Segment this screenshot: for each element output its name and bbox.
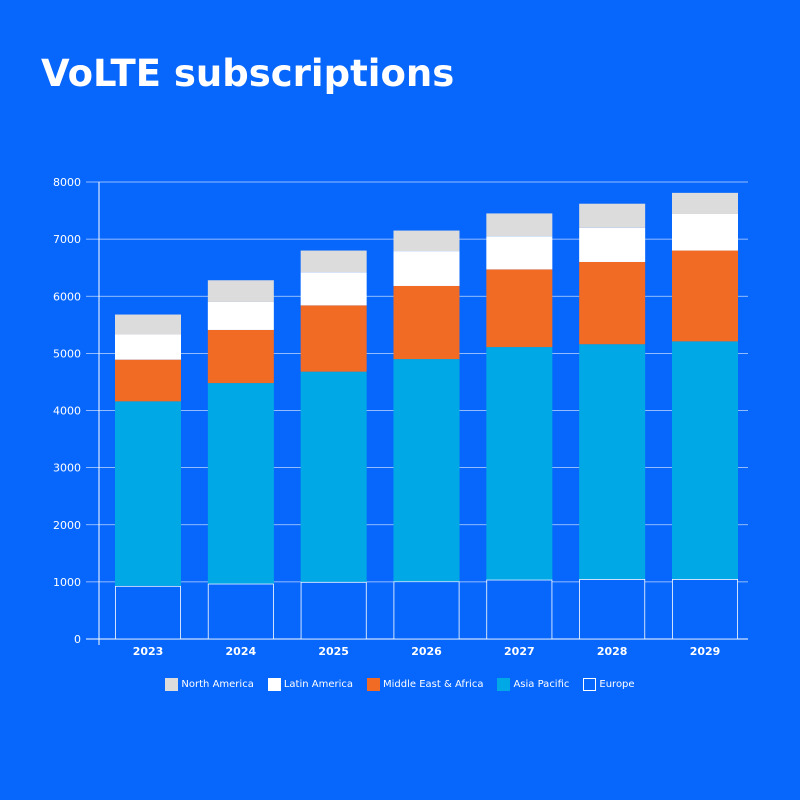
x-tick-label-2025: 2025 [318,645,349,658]
bar-europe-2027 [486,579,553,640]
bar-europe-2025 [300,581,367,640]
bar-asia-pacific-2026 [393,359,460,582]
bar-north-america-2026 [393,230,460,252]
bar-latin-america-2026 [393,251,460,286]
bar-middle-east-africa-2028 [579,261,646,345]
bar-north-america-2024 [207,280,274,302]
bar-asia-pacific-2023 [115,401,181,586]
bar-europe-2024 [207,583,274,640]
x-tick-labels: 2023 2024 2025 2026 2027 2028 2029 [133,645,721,658]
legend-item-latin-america: Latin America [267,678,353,691]
y-tick-label-3000: 3000 [53,462,81,475]
y-tick-label-8000: 8000 [53,176,81,189]
bar-north-america-2025 [300,250,367,273]
legend-label-north-america: North America [181,679,254,690]
bar-north-america-2023 [115,314,181,335]
legend-label-europe: Europe [599,679,635,690]
legend-item-north-america: North America [165,678,254,691]
bar-asia-pacific-2029 [672,341,738,580]
y-tick-label-5000: 5000 [53,347,81,360]
x-tick-label-2024: 2024 [226,645,257,658]
bar-latin-america-2025 [300,272,367,306]
bar-europe-2026 [393,581,460,640]
bar-north-america-2028 [579,203,646,228]
y-tick-label-6000: 6000 [53,290,81,303]
bar-latin-america-2028 [579,227,646,262]
bar-north-america-2027 [486,213,553,237]
bar-europe-2028 [579,579,646,640]
bar-latin-america-2023 [115,334,181,360]
legend-swatch-north-america [165,678,179,691]
legend-item-asia-pacific: Asia Pacific [497,678,569,691]
bar-middle-east-africa-2024 [207,329,274,384]
bar-latin-america-2024 [207,301,274,330]
y-tick-label-1000: 1000 [53,576,81,589]
chart-title: VoLTE subscriptions [41,52,455,95]
legend-item-middle-east-africa: Middle East & Africa [367,678,483,691]
bar-middle-east-africa-2029 [672,250,738,342]
bar-latin-america-2029 [672,213,738,251]
y-tick-label-0: 0 [74,633,81,646]
x-tick-label-2028: 2028 [597,645,628,658]
x-tick-label-2029: 2029 [690,645,721,658]
bar-north-america-2029 [672,192,738,214]
y-tick-label-4000: 4000 [53,405,81,418]
y-tick-label-2000: 2000 [53,519,81,532]
x-tick-label-2027: 2027 [504,645,535,658]
bar-middle-east-africa-2025 [300,305,367,372]
bar-middle-east-africa-2027 [486,269,553,348]
bar-europe-2023 [115,585,181,640]
bar-latin-america-2027 [486,236,553,270]
legend-label-asia-pacific: Asia Pacific [513,679,570,690]
legend-swatch-asia-pacific [497,678,511,691]
y-tick-labels: 0 1000 2000 3000 4000 5000 6000 7000 8000 [53,176,81,646]
legend-swatch-middle-east-africa [367,678,380,691]
bar-asia-pacific-2028 [579,344,646,580]
legend-item-europe: Europe [583,678,635,691]
bar-asia-pacific-2024 [207,383,274,584]
legend-label-middle-east-africa: Middle East & Africa [383,679,484,690]
legend-label-latin-america: Latin America [283,679,353,690]
bars [115,192,739,640]
bar-asia-pacific-2027 [486,347,553,580]
y-tick-label-7000: 7000 [53,233,81,246]
bar-asia-pacific-2025 [300,371,367,582]
legend-swatch-latin-america [267,678,281,691]
bar-middle-east-africa-2026 [393,285,460,360]
legend: North America Latin America Middle East & … [0,678,800,691]
bar-middle-east-africa-2023 [115,359,181,402]
x-tick-label-2026: 2026 [411,645,442,658]
legend-swatch-europe [583,678,597,691]
x-tick-label-2023: 2023 [133,645,164,658]
bar-europe-2029 [672,579,739,640]
